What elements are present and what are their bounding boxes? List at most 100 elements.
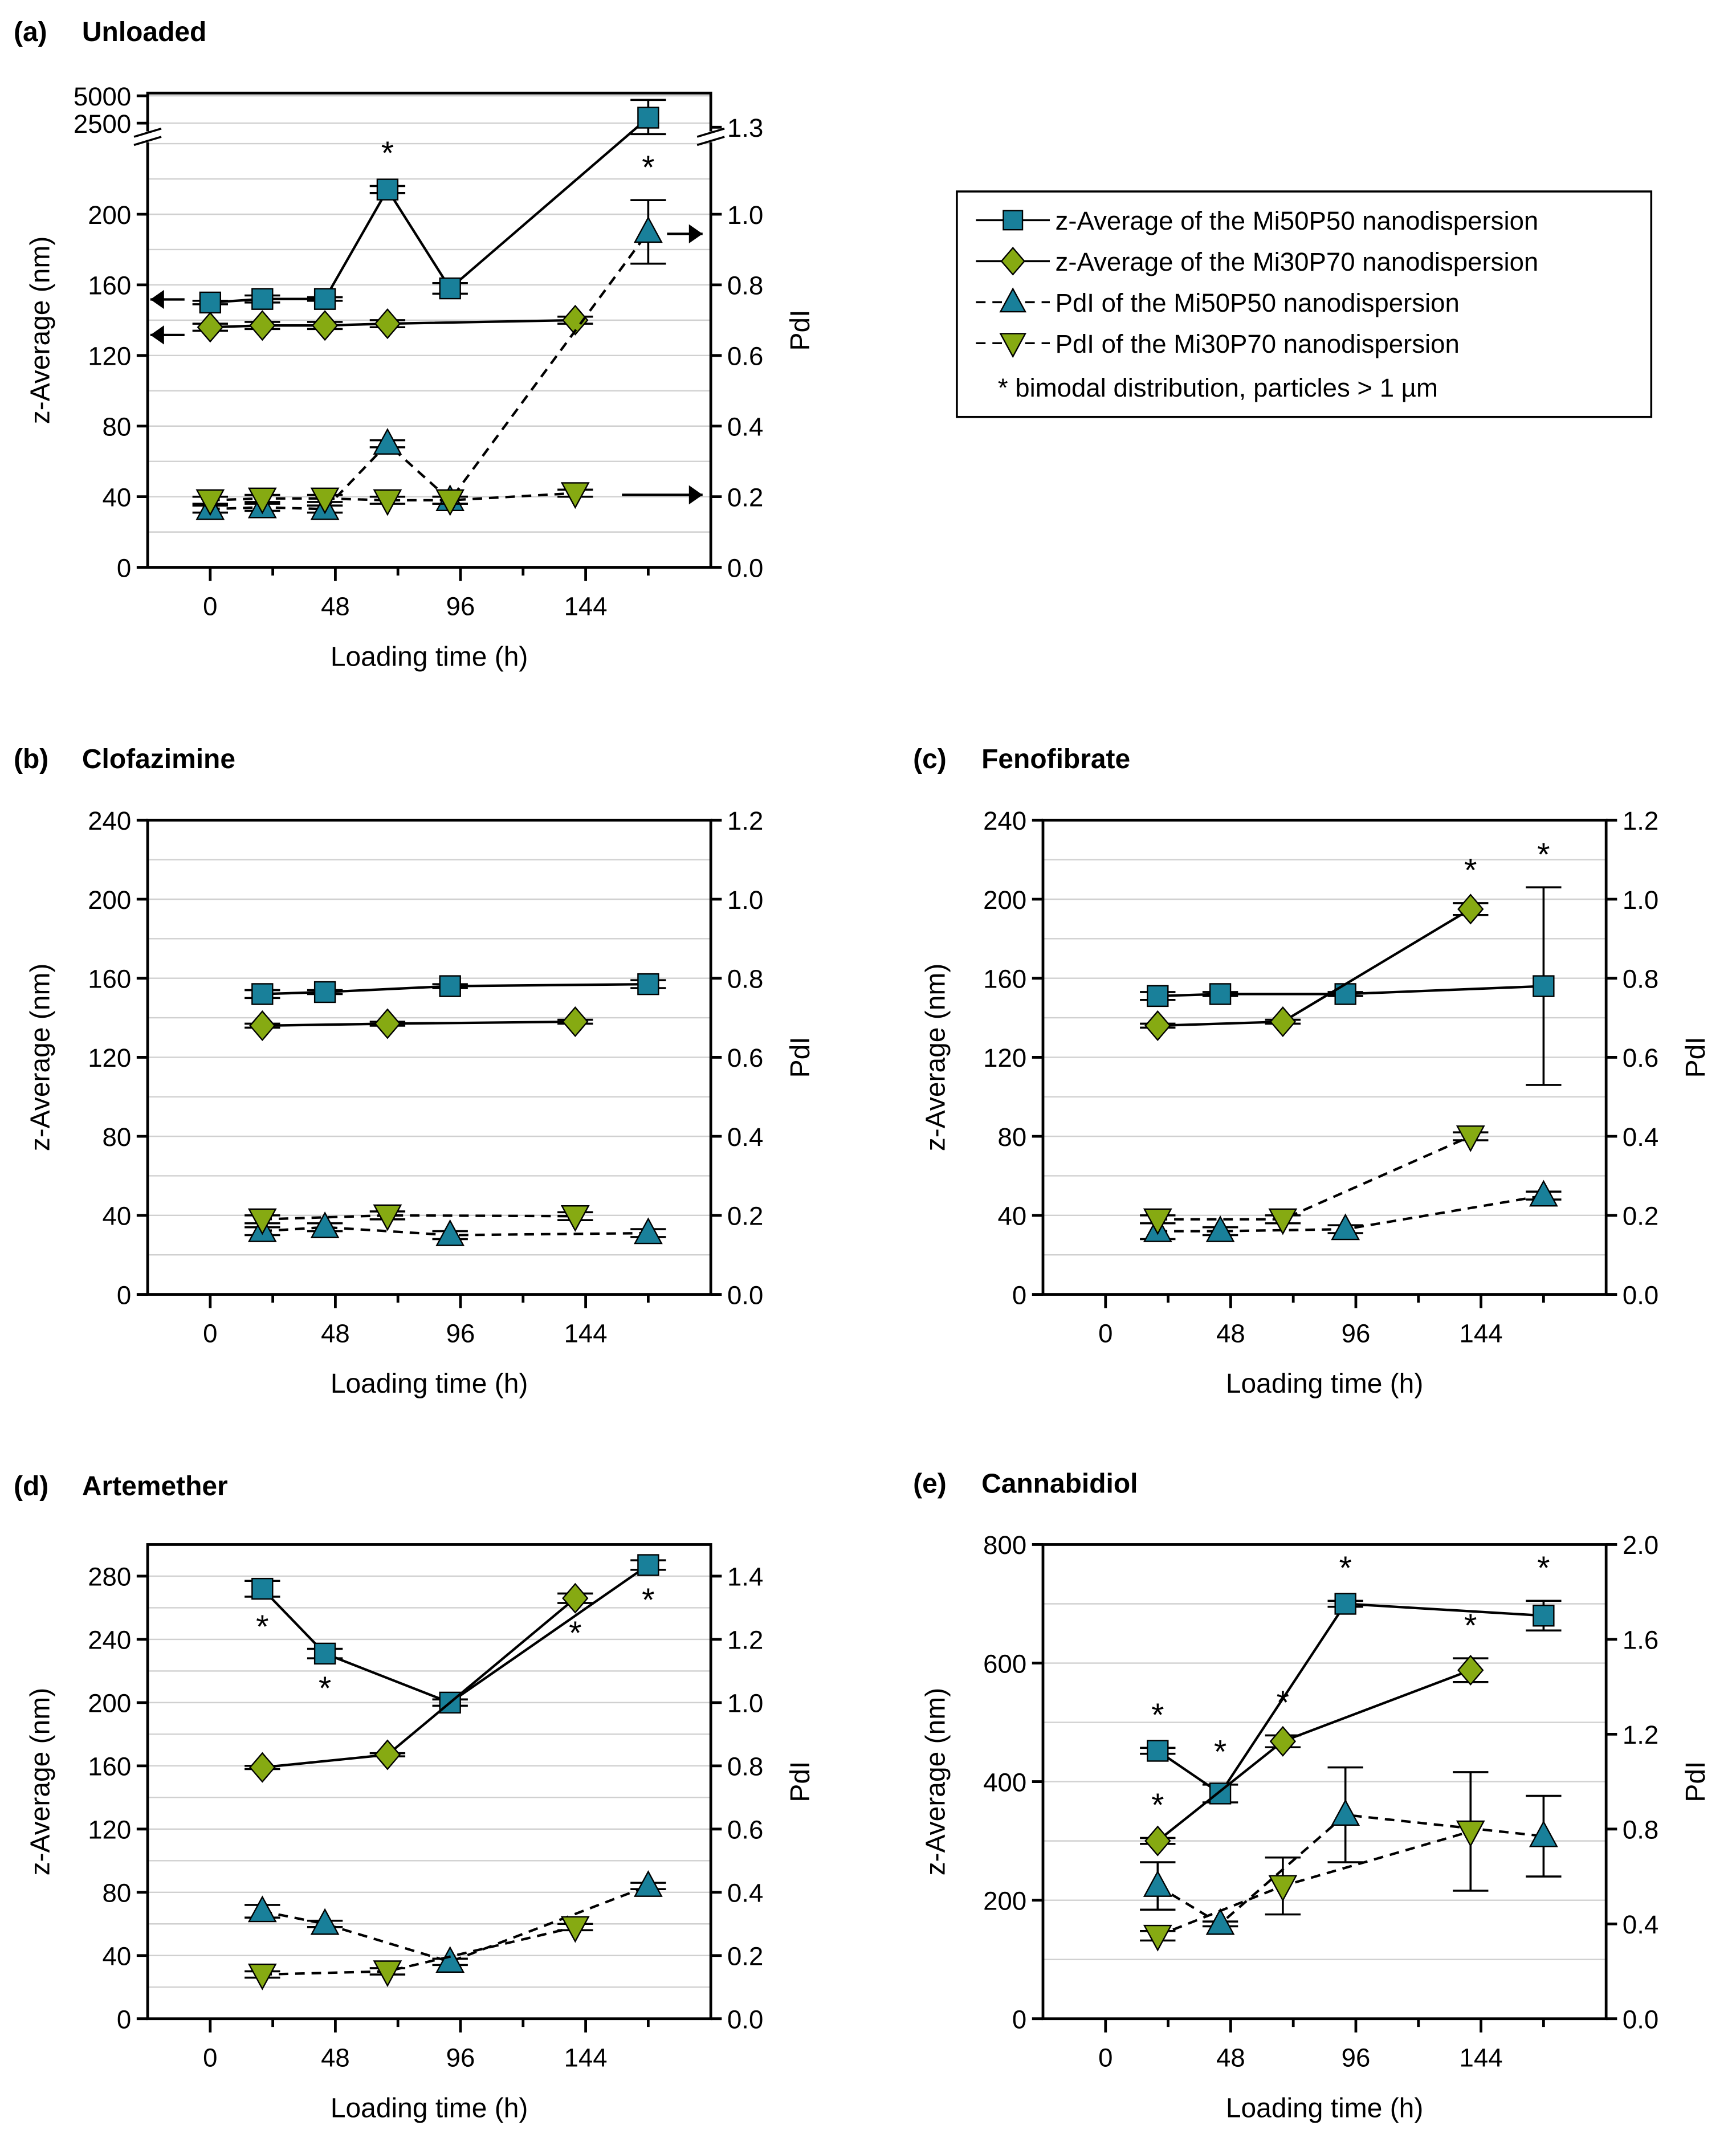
triangle-down-point [247,487,277,515]
y-tick-label: 120 [88,1043,131,1072]
triangle-down-point [1456,1125,1485,1152]
y2-tick-label: 0.8 [727,271,763,300]
triangle-down-point [373,1960,402,1988]
x-tick-label: 144 [564,592,608,621]
y2-axis-title: PdI [1681,1761,1711,1802]
square-point [637,1554,659,1576]
y-tick-label: 200 [983,886,1026,915]
square-point [1533,975,1555,997]
y2-tick-label: 1.0 [1623,886,1658,915]
panel-fenofibrate: (c) Fenofibrate 0 40 80 120 160 200 240 0.0 0.2 0.4… [913,744,1711,1399]
legend-label: z-Average of the Mi30P70 nanodispersion [1056,247,1539,276]
series-diamond [244,1006,593,1041]
triangle-up-point [633,1870,663,1897]
y-tick-label: 240 [88,806,131,835]
x-tick-label: 0 [203,2043,217,2072]
y2-tick-label: 1.3 [727,113,763,142]
y2-tick-label: 0.8 [1623,1815,1658,1845]
bimodal-asterisk: * [1214,1733,1226,1770]
y-tick-label: 40 [103,1202,132,1231]
triangle-up-point [310,1211,340,1238]
diamond-point [197,312,223,343]
square-point [439,975,461,997]
bimodal-asterisk: * [1537,1550,1550,1586]
y-tick-label: 0 [117,2005,131,2034]
y-tick-label: 120 [88,1815,131,1845]
triangle-down-point [435,489,465,516]
y2-axis-title: PdI [785,309,816,350]
bimodal-asterisk: * [256,1609,268,1645]
y-tick-label: 120 [88,342,131,371]
y-tick-label: 0 [1012,1280,1026,1309]
triangle-down-point [247,1963,277,1990]
panel-cannabidiol: (e) Cannabidiol 0 200 400 600 800 0.0 0.4 0.8 1.2 1… [913,1468,1711,2123]
series-line [261,1564,649,1704]
y2-tick-label: 1.0 [727,886,763,915]
panel-title: Fenofibrate [981,744,1130,774]
triangle-up-point [633,216,663,243]
panel-title: Cannabidiol [981,1468,1138,1499]
axis-break-mark [133,136,162,146]
y-axis-title: z-Average (nm) [25,964,55,1152]
diamond-point [1269,1006,1297,1038]
x-tick-label: 144 [1460,1319,1503,1348]
bimodal-asterisk: * [1339,1550,1351,1586]
square-point [251,983,274,1005]
y-tick-label: 40 [998,1202,1027,1231]
y2-tick-label: 0.0 [1623,1280,1658,1309]
y2-tick-label: 0.6 [727,1043,763,1072]
triangle-down-point [1456,1820,1485,1847]
x-tick-label: 48 [321,1319,350,1348]
y2-tick-label: 0.6 [727,1815,763,1845]
square-point [439,277,461,300]
triangle-up-point [1331,1799,1360,1826]
square-point [199,291,222,314]
series-line [1158,1194,1544,1233]
y2-tick-label: 0.0 [1623,2005,1658,2034]
square-point [313,288,336,310]
triangle-up-marker [999,287,1027,313]
square-point [376,178,399,201]
left-axis-arrow-head [150,325,164,345]
axis-frame [1041,818,1608,1296]
series-square: * [1140,837,1562,1086]
x-tick-label: 96 [446,592,475,621]
y-axis-title: z-Average (nm) [25,1688,55,1876]
series-line [262,1597,576,1769]
triangle-up-point [310,1908,340,1935]
x-tick-label: 48 [321,2043,350,2072]
bimodal-asterisk: * [1151,1697,1164,1733]
diamond-point [249,1010,276,1041]
triangle-down-point [1268,1875,1298,1902]
square-point [1209,983,1232,1005]
x-tick-label: 48 [1216,1319,1245,1348]
triangle-down-point [1268,1208,1298,1235]
axis-frame [146,142,712,569]
y2-tick-label: 0.0 [727,553,763,582]
series-line [262,982,649,996]
y2-tick-label: 0.8 [727,964,763,993]
series-line [210,116,649,304]
y-tick-label: 240 [983,806,1026,835]
y-tick-label: 200 [88,201,131,230]
diamond-point [374,308,401,340]
square-point [313,1642,336,1665]
panel-label: (c) [913,744,947,774]
square-marker [1003,210,1024,231]
y2-tick-label: 0.2 [727,1942,763,1971]
bimodal-asterisk: * [319,1670,331,1707]
triangle-down-point [1143,1924,1172,1952]
y-tick-label: 280 [88,1562,131,1592]
triangle-down-point [247,1208,277,1235]
series-square: * * * * [1140,1550,1562,1805]
square-point [637,973,659,996]
diamond-point [1269,1725,1297,1757]
panel-title: Artemether [82,1471,228,1502]
y-tick-label: 200 [88,886,131,915]
triangle-down-point [310,487,340,515]
square-point [1334,1593,1356,1615]
x-tick-label: 0 [1098,2043,1112,2072]
series-triangle-up [244,1870,666,1973]
